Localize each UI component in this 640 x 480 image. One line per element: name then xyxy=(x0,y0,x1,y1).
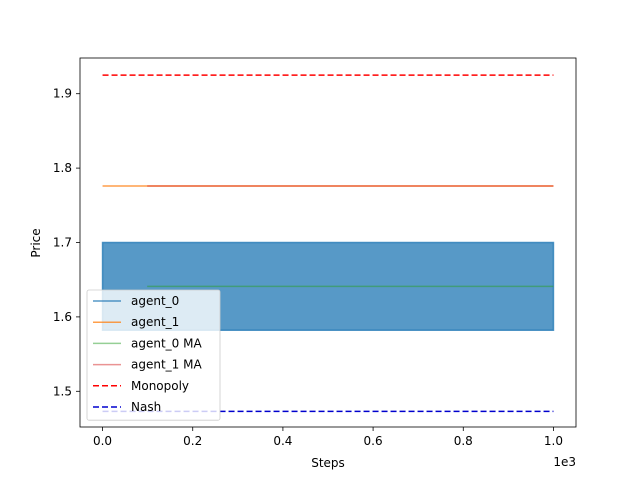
y-axis-label: Price xyxy=(29,228,43,257)
x-tick-label: 0.6 xyxy=(364,434,383,448)
x-tick-label: 0.0 xyxy=(93,434,112,448)
legend-label-agent-1-ma: agent_1 MA xyxy=(131,358,202,372)
x-tick-label: 0.2 xyxy=(183,434,202,448)
y-tick-label: 1.7 xyxy=(53,236,72,250)
legend-label-agent-0-ma: agent_0 MA xyxy=(131,336,202,350)
x-axis-label: Steps xyxy=(311,456,345,470)
x-axis-offset-text: 1e3 xyxy=(553,455,576,469)
y-tick-label: 1.9 xyxy=(53,87,72,101)
legend: agent_0 agent_1 agent_0 MA agent_1 MA Monopo… xyxy=(86,289,221,421)
y-tick-label: 1.8 xyxy=(53,161,72,175)
x-tick-label: 1.0 xyxy=(544,434,563,448)
y-tick-label: 1.5 xyxy=(53,384,72,398)
x-tick-label: 0.4 xyxy=(273,434,292,448)
legend-label-monopoly: Monopoly xyxy=(131,379,189,393)
x-tick-label: 0.8 xyxy=(454,434,473,448)
legend-label-agent-1: agent_1 xyxy=(131,315,179,329)
legend-label-nash: Nash xyxy=(131,400,161,414)
y-axis: 1.5 1.6 1.7 1.8 1.9 xyxy=(53,87,80,398)
x-axis: 0.0 0.2 0.4 0.6 0.8 1.0 xyxy=(93,427,563,448)
legend-label-agent-0: agent_0 xyxy=(131,294,179,308)
y-tick-label: 1.6 xyxy=(53,310,72,324)
